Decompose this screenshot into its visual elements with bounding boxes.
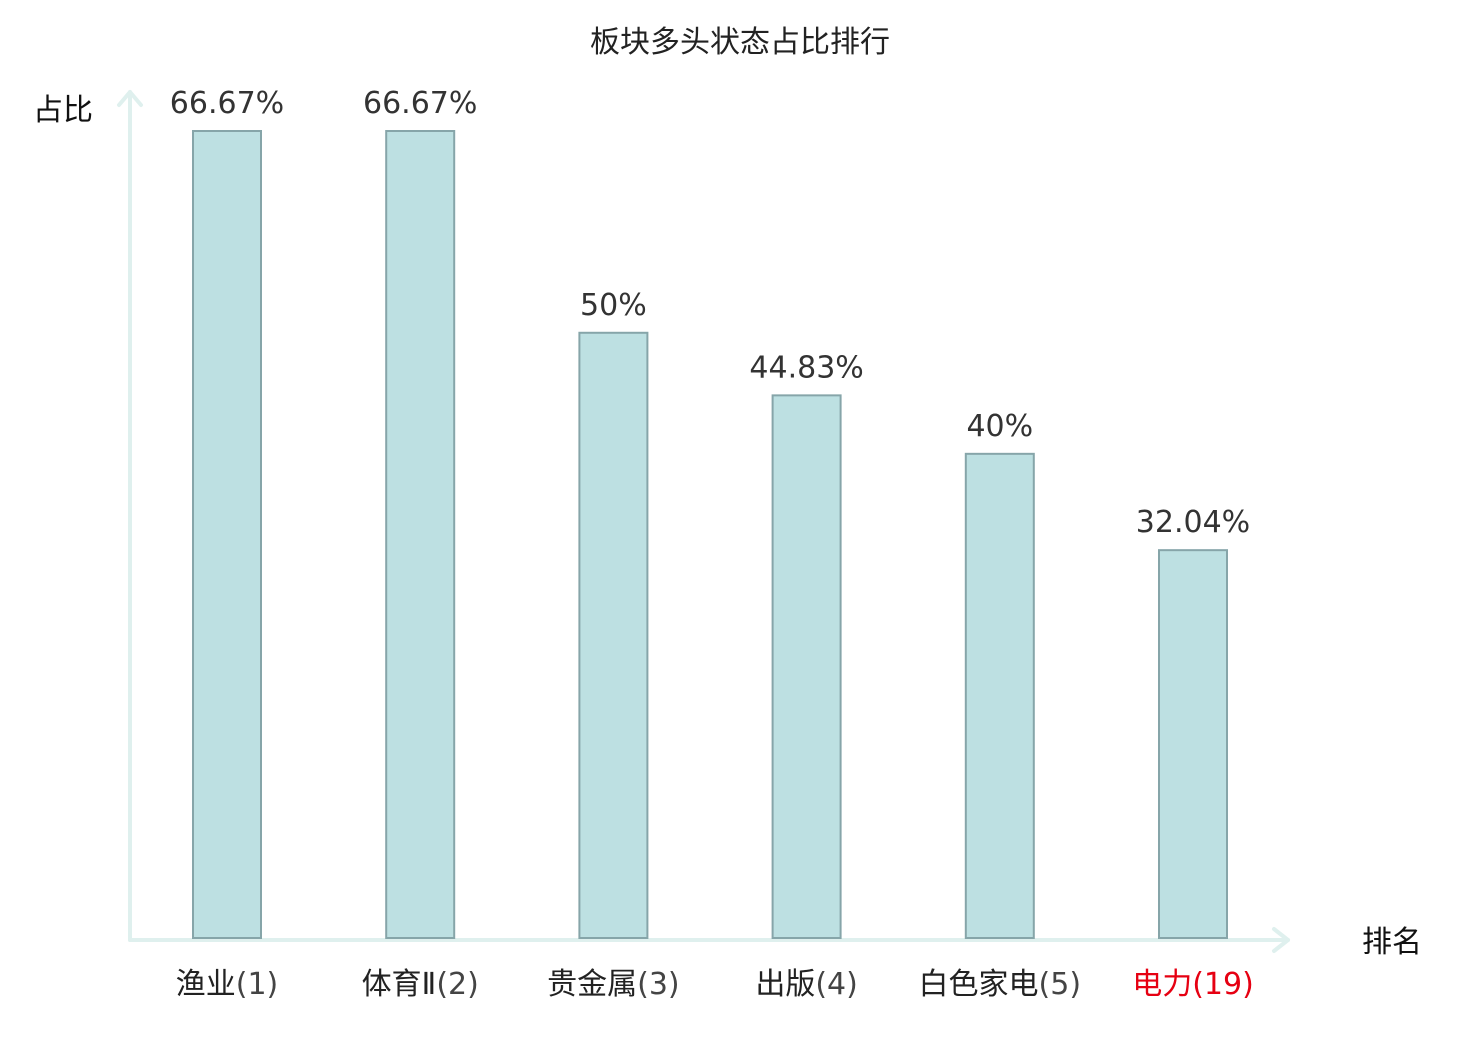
- category-label: 电力(19): [1132, 967, 1254, 1002]
- category-label: 出版(4): [755, 967, 858, 1002]
- bar: [385, 130, 456, 939]
- category-rank: (19): [1192, 967, 1254, 1002]
- category-name: 电力: [1132, 967, 1192, 1002]
- bar-value-label: 40%: [966, 409, 1033, 444]
- y-axis-arrow: [117, 90, 143, 107]
- category-rank: (1): [236, 967, 279, 1002]
- bar: [192, 130, 262, 939]
- category-name: 贵金属: [547, 967, 637, 1002]
- y-axis-title: 占比: [33, 93, 93, 128]
- category-name: 渔业: [176, 967, 236, 1002]
- bar-value-label: 44.83%: [749, 350, 863, 385]
- x-axis-title: 排名: [1362, 925, 1422, 960]
- x-axis-arrow: [1272, 927, 1290, 953]
- bar: [578, 331, 649, 939]
- category-label: 体育Ⅱ(2): [362, 967, 479, 1002]
- category-name: 出版: [755, 967, 815, 1002]
- category-name: 体育Ⅱ: [362, 967, 437, 1002]
- category-rank: (5): [1039, 967, 1082, 1002]
- chart-title: 板块多头状态占比排行: [590, 25, 890, 60]
- category-label: 贵金属(3): [547, 967, 680, 1002]
- category-label: 白色家电(5): [919, 967, 1082, 1002]
- category-rank: (2): [436, 967, 479, 1002]
- bar: [771, 394, 842, 939]
- bar-value-label: 50%: [580, 288, 647, 323]
- category-rank: (4): [815, 967, 858, 1002]
- value-labels-group: 66.67% 66.67% 50% 44.83% 40% 32.04%: [170, 86, 1250, 540]
- bars-group: [192, 130, 1228, 939]
- category-name: 白色家电: [919, 967, 1039, 1002]
- category-labels-group: 渔业(1) 体育Ⅱ(2) 贵金属(3) 出版(4) 白色家电(5) 电力(19): [176, 967, 1254, 1002]
- axes: [117, 90, 1290, 953]
- bar: [964, 452, 1035, 939]
- category-label: 渔业(1): [176, 967, 279, 1002]
- category-rank: (3): [637, 967, 680, 1002]
- bar: [1158, 549, 1228, 939]
- bar-value-label: 32.04%: [1136, 505, 1250, 540]
- bar-value-label: 66.67%: [363, 86, 477, 121]
- bar-value-label: 66.67%: [170, 86, 284, 121]
